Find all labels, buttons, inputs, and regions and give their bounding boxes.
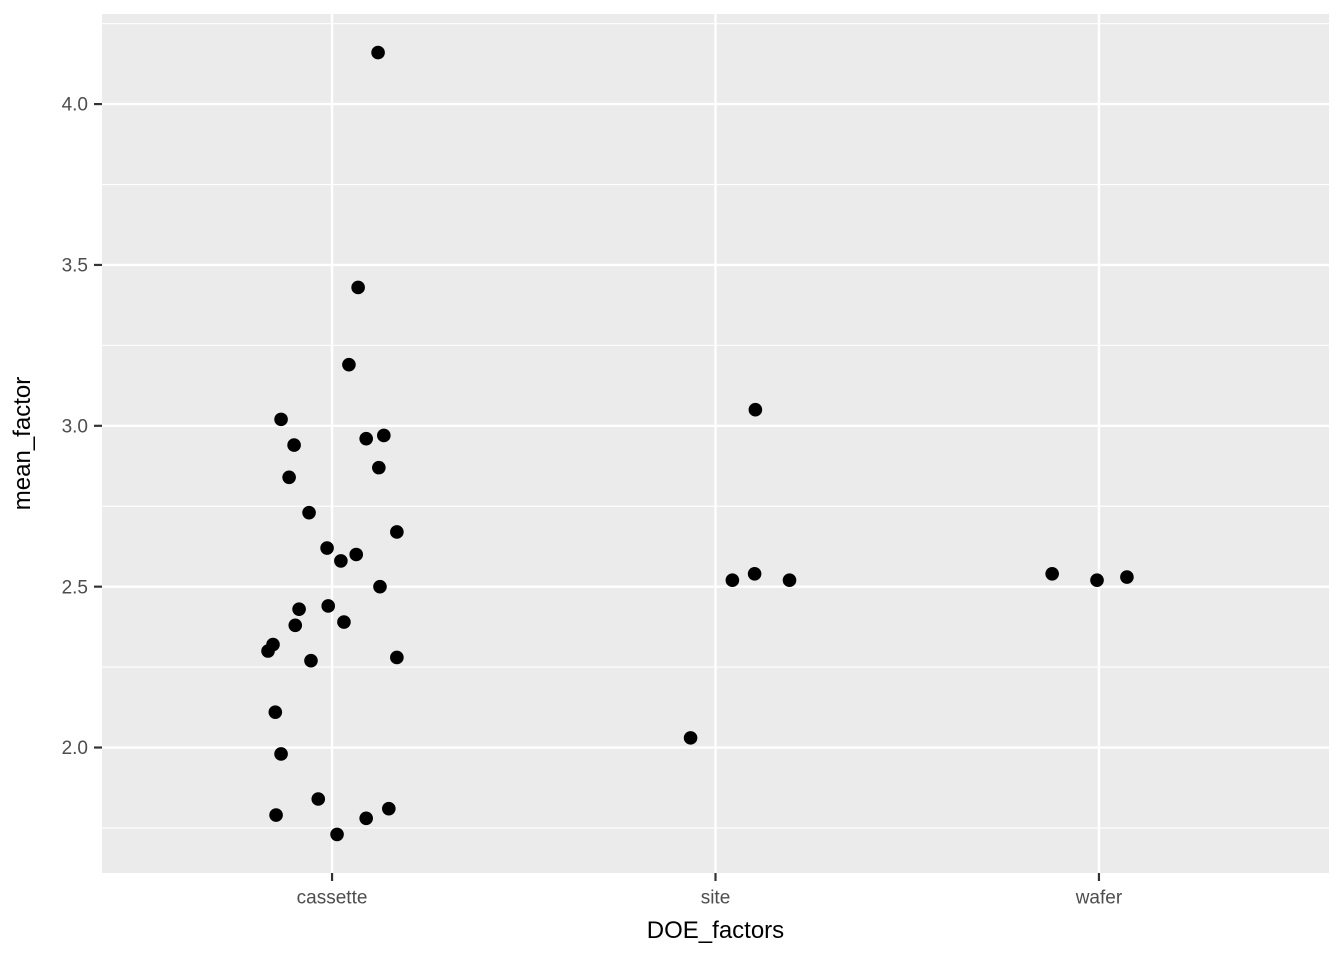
data-point-cassette <box>287 438 301 452</box>
y-tick-label: 2.0 <box>62 738 88 759</box>
data-point-cassette <box>342 357 356 372</box>
data-point-cassette <box>372 460 386 475</box>
data-point-cassette <box>377 428 391 443</box>
data-point-cassette <box>274 747 288 761</box>
data-point-cassette <box>373 579 387 594</box>
data-point-cassette <box>359 431 373 446</box>
data-point-cassette <box>390 525 404 539</box>
y-tick-label: 3.0 <box>62 416 88 437</box>
data-point-cassette <box>282 470 296 485</box>
x-axis-title: DOE_factors <box>647 917 784 944</box>
data-point-cassette <box>382 801 396 816</box>
data-point-cassette <box>261 644 275 658</box>
data-point-cassette <box>268 705 283 719</box>
data-point-site <box>782 573 797 588</box>
y-tick-label: 4.0 <box>62 95 88 116</box>
data-point-cassette <box>302 505 316 520</box>
data-point-cassette <box>274 412 288 427</box>
x-tick-label-cassette: cassette <box>297 888 368 909</box>
y-tick-label: 2.5 <box>62 577 88 598</box>
data-point-site <box>748 402 763 417</box>
x-tick-label-site: site <box>701 888 731 909</box>
data-point-cassette <box>311 792 326 806</box>
data-point-wafer <box>1045 566 1059 581</box>
data-point-cassette <box>390 650 404 665</box>
y-tick-label: 3.5 <box>62 256 88 277</box>
data-point-wafer <box>1090 573 1104 588</box>
data-point-cassette <box>292 602 306 616</box>
data-point-site <box>725 573 740 588</box>
data-point-cassette <box>349 547 364 562</box>
x-tick-label-wafer: wafer <box>1075 888 1123 909</box>
data-point-wafer <box>1120 570 1134 584</box>
data-point-cassette <box>269 808 283 822</box>
data-point-cassette <box>321 599 336 613</box>
data-point-cassette <box>351 280 365 295</box>
data-point-cassette <box>334 554 348 568</box>
data-point-cassette <box>337 615 351 629</box>
data-point-cassette <box>304 653 318 668</box>
data-point-cassette <box>359 811 373 826</box>
y-axis-title: mean_factor <box>9 377 36 510</box>
data-point-cassette <box>330 827 344 842</box>
data-point-cassette <box>371 45 385 60</box>
data-point-site <box>683 731 698 745</box>
data-point-cassette <box>320 541 334 555</box>
data-point-site <box>747 566 762 581</box>
data-point-cassette <box>288 618 303 633</box>
